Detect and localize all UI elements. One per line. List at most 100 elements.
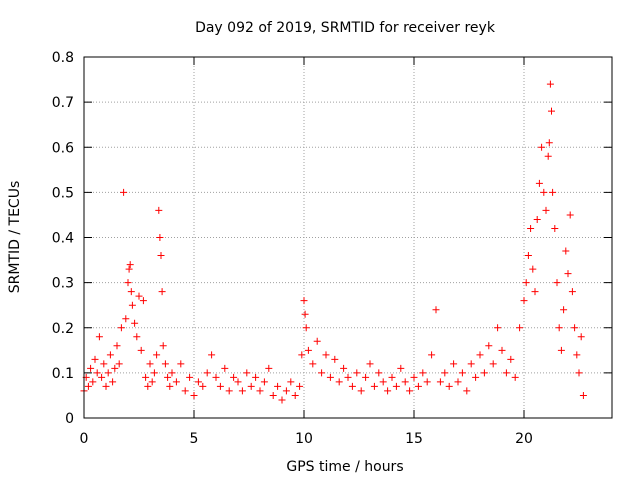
data-point: [256, 387, 264, 395]
data-point: [362, 373, 370, 381]
data-point: [296, 382, 304, 390]
data-point: [168, 369, 176, 377]
data-point: [300, 297, 308, 305]
data-point: [562, 247, 570, 255]
data-point: [507, 355, 515, 363]
data-point: [397, 364, 405, 372]
data-point: [208, 351, 216, 359]
data-point: [524, 252, 532, 260]
data-point: [159, 342, 167, 350]
data-point: [194, 378, 202, 386]
data-point: [331, 355, 339, 363]
data-point: [128, 301, 136, 309]
data-point: [84, 382, 92, 390]
data-point: [221, 364, 229, 372]
data-point: [155, 206, 163, 214]
data-point: [579, 391, 587, 399]
data-point: [135, 292, 143, 300]
data-point: [531, 288, 539, 296]
y-axis-label: SRMTID / TECUs: [7, 181, 23, 294]
data-point: [247, 382, 255, 390]
data-point: [344, 373, 352, 381]
data-point: [511, 373, 519, 381]
y-tick-label: 0.3: [52, 276, 74, 292]
data-point: [158, 288, 166, 296]
data-point: [102, 382, 110, 390]
data-point: [87, 364, 95, 372]
data-point: [357, 387, 365, 395]
data-point: [199, 382, 207, 390]
data-point: [549, 188, 557, 196]
data-point: [571, 324, 579, 332]
data-point: [540, 188, 548, 196]
data-point: [137, 346, 145, 354]
x-tick-label: 0: [80, 431, 89, 447]
data-point: [533, 215, 541, 223]
data-point: [322, 351, 330, 359]
data-point: [190, 391, 198, 399]
data-point: [269, 391, 277, 399]
data-point: [463, 387, 471, 395]
data-point: [131, 319, 139, 327]
data-point: [238, 387, 246, 395]
data-point: [467, 360, 475, 368]
data-point: [538, 143, 546, 151]
data-point: [326, 373, 334, 381]
data-point: [287, 378, 295, 386]
data-point: [401, 378, 409, 386]
data-point: [379, 378, 387, 386]
data-point: [560, 306, 568, 314]
data-point: [153, 351, 161, 359]
data-point: [291, 391, 299, 399]
data-point: [450, 360, 458, 368]
data-point: [100, 360, 108, 368]
data-point: [520, 297, 528, 305]
data-point: [216, 382, 224, 390]
data-point: [480, 369, 488, 377]
data-point: [234, 378, 242, 386]
data-point: [122, 315, 130, 323]
data-point: [304, 346, 312, 354]
data-point: [98, 373, 106, 381]
data-point: [375, 369, 383, 377]
data-point: [335, 378, 343, 386]
data-point: [156, 234, 164, 241]
data-point: [318, 369, 326, 377]
data-point: [125, 265, 133, 273]
data-point: [313, 337, 321, 345]
x-tick-label: 10: [295, 431, 313, 447]
data-point: [181, 387, 189, 395]
data-point: [146, 360, 154, 368]
data-point: [133, 333, 141, 341]
y-tick-label: 0.8: [52, 50, 74, 66]
data-point: [117, 324, 125, 332]
data-point: [575, 369, 583, 377]
y-tick-label: 0.1: [52, 366, 74, 382]
grid-lines: [84, 57, 612, 418]
data-point: [432, 306, 440, 314]
data-point: [436, 378, 444, 386]
y-tick-label: 0: [65, 411, 74, 427]
data-point: [203, 369, 211, 377]
data-point: [529, 265, 537, 273]
data-point: [551, 224, 559, 232]
data-point: [577, 333, 585, 341]
data-point: [148, 378, 156, 386]
data-point: [485, 342, 493, 350]
data-point: [544, 152, 552, 160]
data-point: [348, 382, 356, 390]
data-point: [566, 211, 574, 219]
data-point: [144, 382, 152, 390]
data-point: [553, 279, 561, 287]
data-point: [106, 351, 114, 359]
data-point: [406, 387, 414, 395]
y-tick-label: 0.7: [52, 95, 74, 111]
data-point: [109, 378, 117, 386]
data-point: [166, 382, 174, 390]
data-point: [472, 373, 480, 381]
data-point: [265, 364, 273, 372]
data-point: [410, 373, 418, 381]
axis-ticks: 0 0.1 0.2 0.3 0.4 0.5 0.6 0.7 0.8 0 5 10 15 20: [52, 50, 612, 447]
data-point: [260, 378, 268, 386]
